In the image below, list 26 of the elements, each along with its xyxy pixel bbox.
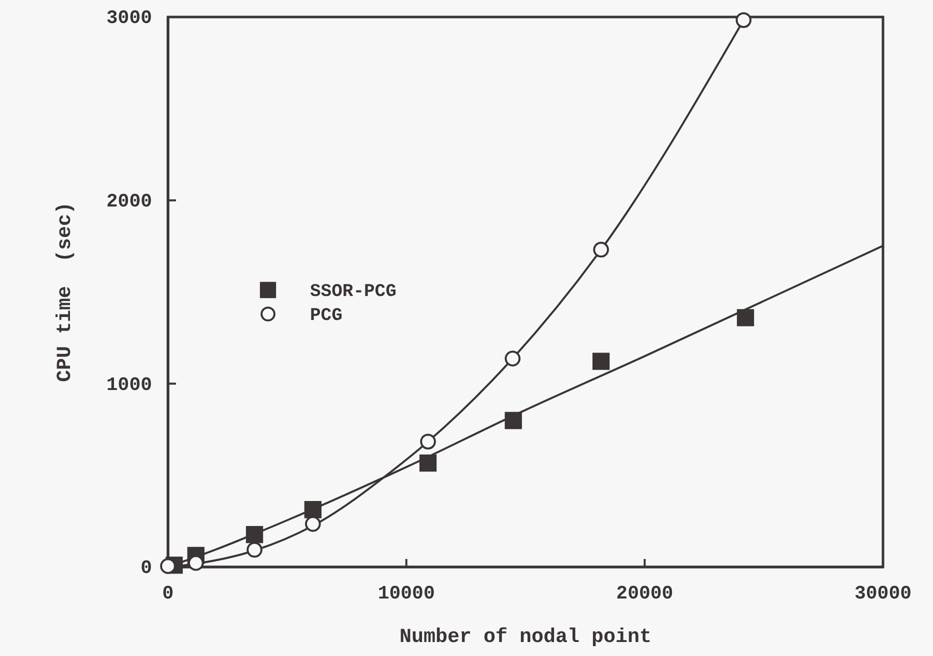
point: [592, 352, 610, 370]
point: [504, 412, 522, 430]
y-tick-label: 1000: [106, 374, 152, 396]
point: [504, 350, 521, 366]
point: [593, 242, 609, 258]
point: [304, 501, 322, 518]
legend-label: SSOR-PCG: [310, 282, 396, 302]
x-tick-label: 0: [162, 582, 174, 604]
point: [304, 516, 321, 532]
x-tick-label: 30000: [854, 582, 912, 604]
y-axis-title: CPU time (sec): [54, 202, 77, 382]
y-tick-label: 2000: [106, 190, 152, 212]
point: [188, 555, 204, 571]
point: [420, 434, 436, 450]
x-tick-label: 20000: [616, 582, 674, 604]
point: [419, 454, 437, 472]
point: [736, 12, 752, 28]
x-tick-label: 10000: [378, 582, 435, 604]
point: [160, 558, 176, 574]
point: [246, 542, 262, 558]
legend-label: PCG: [310, 306, 342, 326]
x-axis-title: Number of nodal point: [399, 626, 652, 649]
point: [736, 309, 754, 326]
y-tick-label: 3000: [106, 7, 152, 30]
point: [246, 526, 264, 544]
y-tick-label: 0: [140, 557, 152, 580]
